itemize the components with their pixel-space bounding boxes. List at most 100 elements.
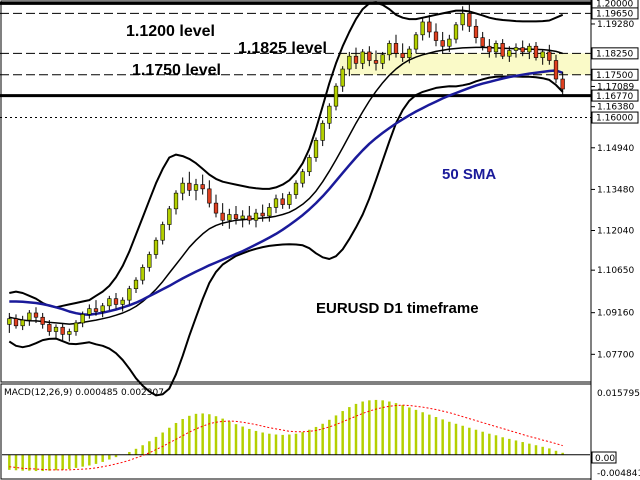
bollinger-upper (9, 1, 564, 309)
candle-body (100, 305, 105, 312)
candle-body (420, 21, 425, 36)
candle-body (387, 43, 392, 56)
price-tick-label: 1.14940 (597, 144, 634, 154)
candle-body (67, 331, 72, 335)
candle-body (533, 45, 539, 58)
candle-body (273, 198, 279, 208)
candle-body (307, 157, 312, 173)
candle-body (193, 184, 199, 191)
candle-body (353, 55, 359, 64)
candle-body (333, 85, 339, 107)
candle-body (487, 45, 492, 53)
candles (7, 2, 565, 342)
candle-body (127, 288, 132, 301)
boxed-level-label: 1.18250 (596, 50, 633, 60)
candle-body (373, 60, 379, 64)
candle-body (527, 45, 532, 53)
boxed-level-label: 1.16770 (596, 92, 633, 102)
level-1750-label: 1.1750 level (132, 62, 221, 79)
candle-body (480, 37, 485, 47)
candle-body (447, 38, 452, 47)
candle-body (560, 78, 565, 90)
candle-body (240, 215, 245, 220)
candle-body (313, 140, 319, 158)
candle-body (27, 312, 32, 321)
candle-body (160, 224, 165, 241)
macd-bottom-tick: -0.004841 (597, 469, 640, 479)
candle-body (493, 43, 499, 53)
price-tick-label: 1.12040 (597, 227, 634, 237)
boxed-level-frame (591, 7, 639, 20)
boxed-level-label: 1.19650 (596, 10, 633, 20)
candle-body (327, 105, 332, 124)
price-tick-label: 1.19280 (597, 20, 634, 30)
candle-body (13, 318, 19, 327)
candle-body (233, 214, 239, 220)
candle-body (93, 308, 99, 312)
macd-signal (9, 404, 563, 471)
candle-body (347, 55, 352, 70)
macd-zero-box (591, 451, 617, 464)
candle-body (253, 212, 259, 221)
candle-body (113, 298, 119, 305)
candle-body (427, 21, 432, 33)
price-tick-label: 1.13480 (597, 185, 634, 195)
candle-body (300, 171, 305, 184)
price-tick-label: 1.09160 (597, 309, 634, 319)
candle-body (200, 184, 205, 190)
candle-body (467, 13, 472, 27)
candle-body (280, 198, 285, 205)
macd-panel-frame (0, 383, 592, 480)
candle-body (187, 182, 192, 191)
candle-body (247, 215, 252, 221)
candle-body (293, 182, 299, 195)
candle-body (73, 322, 79, 332)
candle-body (393, 43, 399, 54)
price-tick-label: 1.17089 (597, 82, 634, 92)
timeframe-label: EURUSD D1 timeframe (316, 300, 479, 317)
boxed-level-label: 1.17500 (596, 71, 633, 81)
candle-body (400, 53, 405, 58)
candle-body (553, 60, 559, 80)
sma50-line (9, 69, 564, 316)
macd-zero-label: 0.00 (595, 454, 615, 464)
candle-body (7, 318, 12, 325)
candle-body (320, 122, 325, 141)
candle-body (213, 202, 219, 214)
candle-body (413, 34, 419, 50)
bollinger-bands (8, 1, 564, 397)
macd-histogram (2, 399, 590, 472)
candle-body (140, 267, 145, 281)
level-1200-label: 1.1200 level (126, 23, 215, 40)
candle-body (87, 308, 92, 315)
sma-layer (9, 69, 564, 316)
candle-body (220, 212, 225, 221)
candle-body (340, 68, 345, 87)
candle-body (360, 51, 365, 64)
sma-label: 50 SMA (442, 166, 496, 183)
candle-body (260, 212, 265, 217)
candle-body (547, 51, 552, 61)
boxed-level-frame (591, 89, 639, 102)
candle-body (540, 51, 545, 58)
candle-body (53, 326, 59, 332)
macd-top-tick: 0.015795 (597, 389, 640, 399)
candle-body (507, 50, 512, 57)
bollinger-lower (8, 75, 564, 397)
candle-body (500, 43, 505, 57)
candle-body (513, 47, 519, 51)
candle-body (167, 208, 172, 225)
boxed-level-label: 1.16000 (596, 114, 633, 124)
candle-body (267, 207, 272, 217)
annotations: 1.1200 level 1.1825 level 1.1750 level 5… (126, 23, 496, 317)
candle-body (40, 316, 45, 325)
candle-body (380, 54, 385, 64)
candle-body (120, 299, 125, 305)
candle-body (227, 214, 232, 221)
candle-body (520, 47, 525, 53)
level-1825-label: 1.1825 level (238, 40, 327, 57)
boxed-level-label: 1.20000 (596, 0, 633, 10)
candle-body (367, 51, 372, 61)
